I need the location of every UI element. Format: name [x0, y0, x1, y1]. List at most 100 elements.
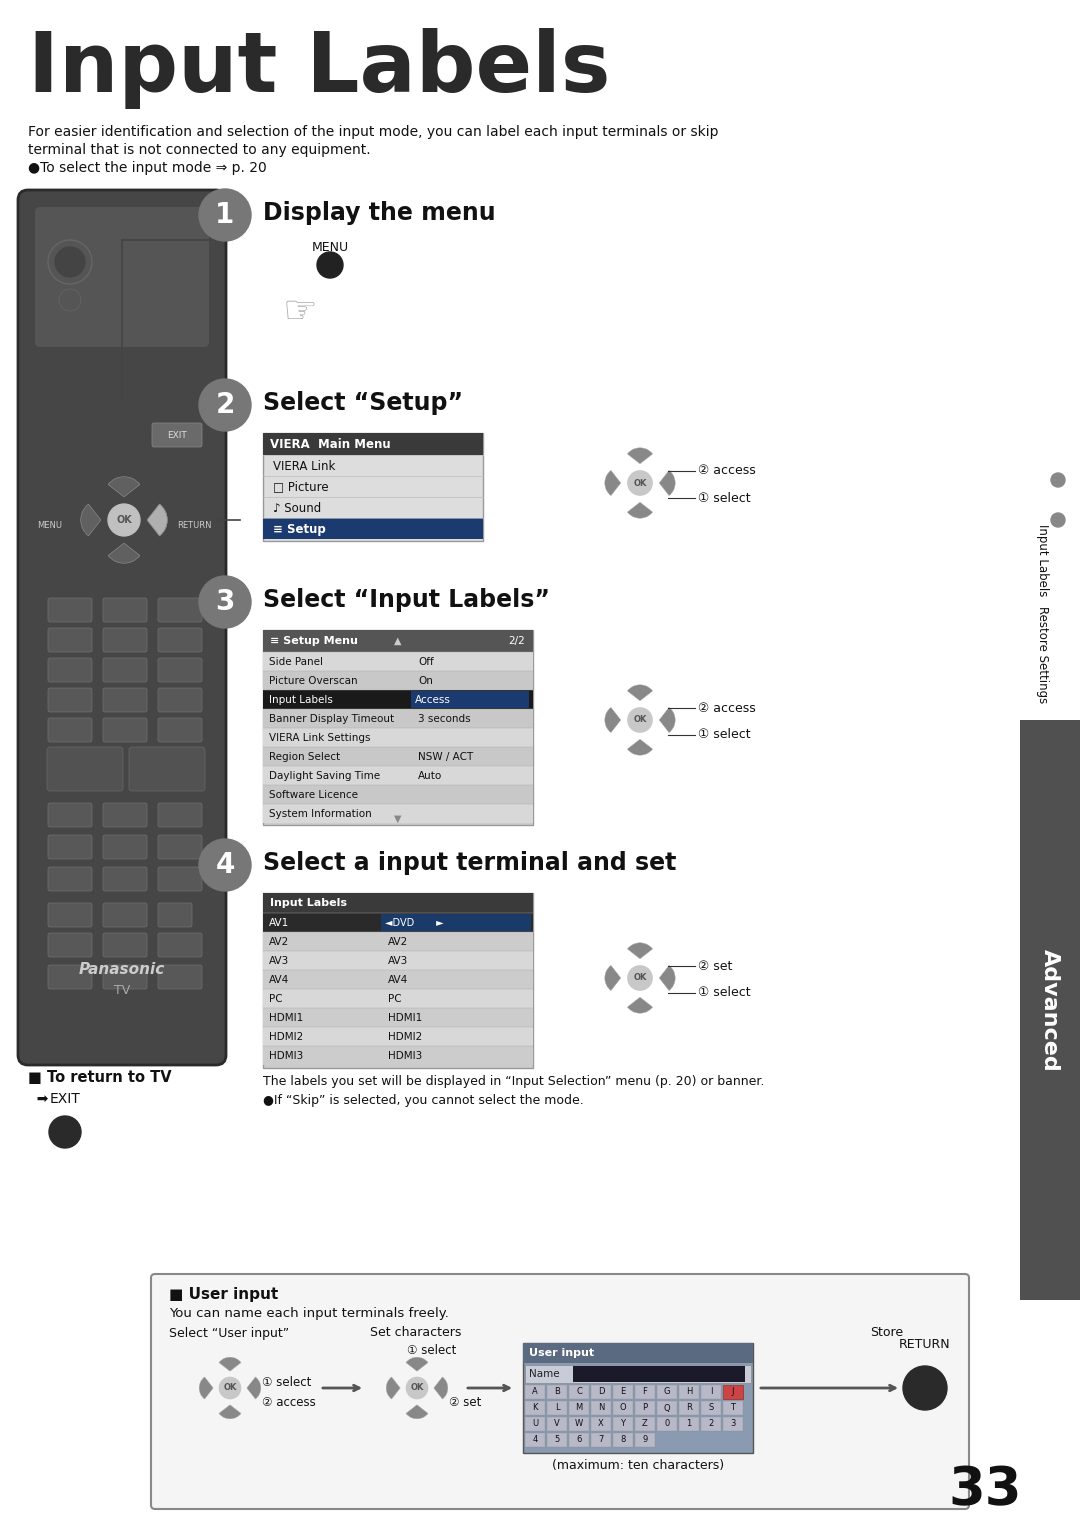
FancyBboxPatch shape [158, 718, 202, 742]
Text: O: O [620, 1403, 626, 1412]
FancyBboxPatch shape [573, 1367, 745, 1382]
FancyBboxPatch shape [525, 1432, 545, 1448]
FancyBboxPatch shape [48, 628, 92, 652]
Text: ■ To return to TV: ■ To return to TV [28, 1070, 172, 1086]
FancyBboxPatch shape [152, 423, 202, 447]
FancyBboxPatch shape [158, 902, 192, 927]
FancyBboxPatch shape [158, 658, 202, 683]
FancyBboxPatch shape [158, 803, 202, 828]
Text: G: G [664, 1388, 671, 1397]
Text: Input Labels: Input Labels [1036, 524, 1049, 596]
Text: ≡ Setup Menu: ≡ Setup Menu [270, 637, 357, 646]
Wedge shape [108, 476, 140, 496]
FancyBboxPatch shape [103, 867, 147, 890]
FancyBboxPatch shape [679, 1385, 699, 1399]
Text: ▲: ▲ [394, 637, 402, 646]
Text: Z: Z [643, 1420, 648, 1428]
FancyBboxPatch shape [264, 893, 534, 913]
FancyBboxPatch shape [264, 631, 534, 652]
Text: Input Labels: Input Labels [269, 695, 333, 705]
Text: 7: 7 [598, 1435, 604, 1445]
FancyBboxPatch shape [679, 1400, 699, 1416]
Text: Select a input terminal and set: Select a input terminal and set [264, 851, 676, 875]
Wedge shape [199, 1377, 213, 1399]
Text: 3: 3 [730, 1420, 735, 1428]
FancyBboxPatch shape [264, 652, 534, 670]
Text: OK: OK [224, 1383, 237, 1393]
Text: ② access: ② access [698, 701, 756, 715]
Circle shape [199, 838, 251, 890]
Text: I: I [710, 1388, 712, 1397]
FancyBboxPatch shape [657, 1417, 677, 1431]
Text: ① select: ① select [698, 728, 751, 742]
FancyBboxPatch shape [264, 690, 534, 709]
FancyBboxPatch shape [103, 599, 147, 621]
Text: HDMI3: HDMI3 [269, 1051, 303, 1061]
FancyBboxPatch shape [264, 951, 534, 970]
Wedge shape [406, 1358, 428, 1371]
Wedge shape [605, 707, 621, 733]
FancyBboxPatch shape [613, 1400, 633, 1416]
Text: Banner Display Timeout: Banner Display Timeout [269, 715, 394, 724]
FancyBboxPatch shape [679, 1417, 699, 1431]
Wedge shape [406, 1405, 428, 1419]
Text: HDMI2: HDMI2 [269, 1032, 303, 1041]
Text: Store: Store [870, 1327, 903, 1339]
FancyBboxPatch shape [657, 1400, 677, 1416]
FancyBboxPatch shape [48, 867, 92, 890]
Circle shape [406, 1377, 428, 1399]
Text: Restore Settings: Restore Settings [1036, 606, 1049, 704]
Text: □ Picture: □ Picture [273, 481, 328, 493]
FancyBboxPatch shape [48, 689, 92, 712]
Text: AV4: AV4 [388, 976, 408, 985]
Text: 33: 33 [948, 1464, 1022, 1516]
FancyBboxPatch shape [701, 1417, 721, 1431]
Text: 4: 4 [215, 851, 234, 880]
Text: 2: 2 [215, 391, 234, 418]
FancyBboxPatch shape [151, 1274, 969, 1509]
Text: VIERA Link Settings: VIERA Link Settings [269, 733, 370, 744]
Text: M: M [576, 1403, 582, 1412]
FancyBboxPatch shape [264, 747, 534, 767]
Text: 8: 8 [620, 1435, 625, 1445]
FancyBboxPatch shape [35, 208, 210, 347]
Text: 1: 1 [687, 1420, 691, 1428]
FancyBboxPatch shape [158, 965, 202, 989]
Text: 1: 1 [215, 202, 234, 229]
FancyBboxPatch shape [264, 1028, 534, 1046]
FancyBboxPatch shape [264, 785, 534, 805]
FancyBboxPatch shape [411, 692, 529, 709]
Wedge shape [627, 684, 652, 701]
Text: Auto: Auto [418, 771, 442, 780]
FancyBboxPatch shape [613, 1432, 633, 1448]
FancyBboxPatch shape [264, 670, 534, 690]
Text: 3 seconds: 3 seconds [418, 715, 471, 724]
FancyBboxPatch shape [158, 867, 202, 890]
Text: MENU: MENU [311, 241, 349, 253]
Text: N: N [598, 1403, 604, 1412]
Text: AV3: AV3 [388, 956, 408, 967]
Text: User input: User input [529, 1348, 594, 1358]
Text: 5: 5 [554, 1435, 559, 1445]
Text: HDMI1: HDMI1 [388, 1012, 422, 1023]
FancyBboxPatch shape [264, 1008, 534, 1028]
Text: terminal that is not connected to any equipment.: terminal that is not connected to any eq… [28, 144, 370, 157]
Text: J: J [732, 1388, 734, 1397]
Text: Y: Y [621, 1420, 625, 1428]
FancyBboxPatch shape [381, 915, 531, 931]
Text: ■ User input: ■ User input [168, 1287, 279, 1301]
Circle shape [49, 1116, 81, 1148]
Text: ➡: ➡ [28, 1092, 49, 1106]
Wedge shape [247, 1377, 260, 1399]
Text: AV3: AV3 [269, 956, 289, 967]
FancyBboxPatch shape [264, 518, 483, 539]
Text: P: P [643, 1403, 648, 1412]
Wedge shape [659, 707, 675, 733]
FancyBboxPatch shape [158, 628, 202, 652]
Text: 2: 2 [708, 1420, 714, 1428]
Text: For easier identification and selection of the input mode, you can label each in: For easier identification and selection … [28, 125, 718, 139]
Wedge shape [434, 1377, 448, 1399]
Text: ② set: ② set [698, 959, 732, 973]
FancyBboxPatch shape [635, 1385, 654, 1399]
FancyBboxPatch shape [546, 1400, 567, 1416]
